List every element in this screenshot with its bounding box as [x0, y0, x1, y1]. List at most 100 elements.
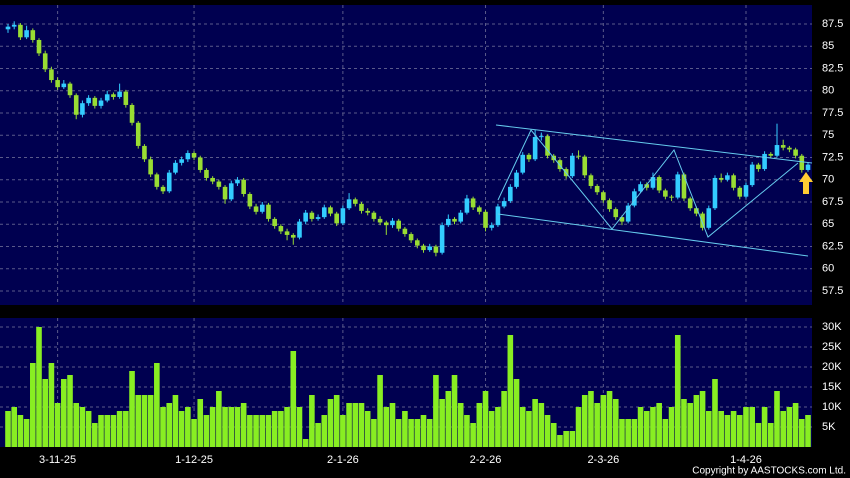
volume-bar — [581, 395, 588, 447]
volume-bar — [85, 411, 92, 447]
candle-body — [179, 159, 184, 163]
volume-bar — [296, 407, 303, 447]
candle-body — [737, 187, 743, 197]
candle-body — [377, 218, 383, 223]
volume-bar — [650, 407, 656, 447]
candle-body — [185, 153, 191, 160]
volume-bar — [309, 395, 315, 447]
candle-body — [514, 172, 519, 187]
volume-bar — [185, 407, 191, 447]
volume-bar — [457, 403, 464, 447]
x-tick-label: 2-3-26 — [587, 454, 619, 466]
volume-bar — [718, 411, 724, 447]
volume-bar — [476, 403, 483, 447]
volume-bar — [774, 391, 780, 447]
candle-body — [477, 207, 482, 212]
volume-bar — [805, 415, 811, 447]
volume-bar — [792, 403, 799, 447]
candle-body — [421, 245, 426, 251]
volume-bar — [612, 399, 619, 447]
candle-body — [111, 94, 116, 97]
candle-body — [725, 175, 730, 180]
candle-body — [402, 228, 408, 235]
y-tick-label: 82.5 — [822, 62, 843, 74]
candle-body — [650, 177, 656, 188]
candle-body — [669, 196, 674, 198]
volume-bar — [265, 415, 272, 447]
volume-bar — [705, 411, 712, 447]
volume-bar — [439, 399, 445, 447]
candle-body — [222, 186, 228, 200]
candle-body — [756, 164, 761, 170]
candle-body — [594, 185, 600, 193]
volume-bar — [178, 411, 185, 447]
candle-body — [520, 154, 526, 173]
candle-body — [383, 222, 389, 226]
volume-bar — [749, 407, 755, 447]
candle-body — [142, 145, 147, 160]
volume-bar — [358, 403, 365, 447]
candle-body — [718, 177, 724, 180]
candle-body — [415, 240, 420, 246]
candle-body — [799, 155, 805, 170]
candle-body — [24, 30, 29, 38]
candle-body — [656, 177, 662, 191]
candle-body — [638, 184, 643, 192]
y-tick-label: 77.5 — [822, 107, 843, 119]
volume-bar — [488, 411, 495, 447]
volume-bar — [141, 395, 148, 447]
candle-body — [191, 153, 197, 158]
candle-body — [508, 186, 513, 202]
y-tick-label: 30K — [822, 321, 842, 333]
volume-bar — [116, 411, 123, 447]
volume-bar — [92, 423, 98, 447]
volume-bar — [129, 371, 135, 447]
price-panel — [0, 5, 812, 305]
volume-bar — [712, 379, 718, 447]
volume-bar — [17, 415, 24, 447]
candle-body — [259, 204, 265, 212]
candle-body — [793, 149, 798, 156]
candle-body — [166, 172, 172, 192]
signal-arrow — [799, 172, 813, 194]
candle-body — [321, 207, 327, 218]
candle-body — [749, 164, 755, 186]
candle-body — [644, 184, 650, 188]
candle-body — [774, 145, 780, 156]
candle-body — [123, 91, 129, 105]
candle-body — [297, 221, 302, 238]
candle-body — [601, 192, 606, 201]
candle-body — [706, 208, 712, 228]
volume-bar — [420, 415, 427, 447]
volume-bar — [662, 419, 669, 447]
volume-bar — [191, 419, 197, 447]
volume-bar — [798, 419, 805, 447]
candle-body — [86, 97, 91, 104]
candle-body — [390, 220, 395, 226]
candle-body — [55, 80, 60, 88]
volume-bar — [30, 363, 36, 447]
volume-bar — [172, 395, 179, 447]
candle-body — [197, 157, 203, 170]
volume-bar — [67, 375, 73, 447]
volume-bar — [228, 407, 235, 447]
volume-bar — [104, 415, 111, 447]
zigzag-line — [497, 129, 799, 238]
volume-bar — [656, 403, 662, 447]
candle-body — [352, 199, 358, 204]
volume-bar — [54, 403, 61, 447]
candle-body — [346, 199, 352, 209]
candle-body — [613, 209, 619, 218]
candle-body — [309, 212, 315, 219]
volume-bar — [61, 379, 67, 447]
volume-bar — [501, 391, 507, 447]
volume-bar — [135, 395, 142, 447]
volume-bar — [513, 379, 520, 447]
volume-bar — [786, 407, 793, 447]
volume-bar — [154, 363, 160, 447]
candle-body — [359, 203, 364, 211]
volume-bar — [98, 415, 104, 447]
candle-body — [117, 91, 122, 97]
y-tick-label: 25K — [822, 341, 842, 353]
candle-body — [743, 185, 749, 197]
